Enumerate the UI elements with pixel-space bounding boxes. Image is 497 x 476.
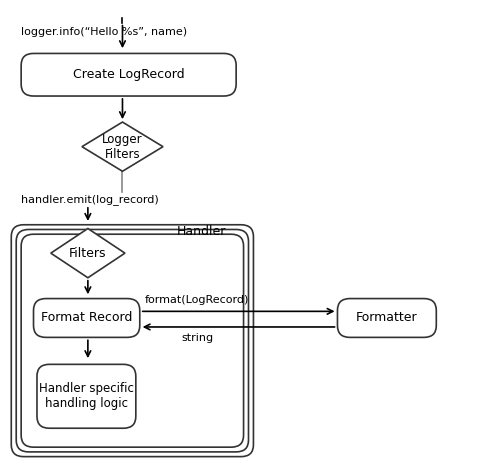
- FancyBboxPatch shape: [21, 53, 236, 96]
- FancyBboxPatch shape: [16, 229, 248, 452]
- Text: Handler specific
handling logic: Handler specific handling logic: [39, 382, 134, 410]
- FancyBboxPatch shape: [337, 298, 436, 337]
- Text: handler.emit(log_record): handler.emit(log_record): [21, 194, 159, 205]
- Text: Handler: Handler: [177, 225, 226, 238]
- Text: Create LogRecord: Create LogRecord: [73, 68, 184, 81]
- FancyBboxPatch shape: [11, 225, 253, 456]
- Text: string: string: [182, 333, 214, 343]
- Text: Format Record: Format Record: [41, 311, 132, 325]
- Polygon shape: [51, 228, 125, 278]
- FancyBboxPatch shape: [33, 298, 140, 337]
- Text: format(LogRecord): format(LogRecord): [145, 295, 249, 305]
- Text: Formatter: Formatter: [356, 311, 417, 325]
- Polygon shape: [82, 122, 163, 171]
- Text: Logger
Filters: Logger Filters: [102, 133, 143, 161]
- FancyBboxPatch shape: [37, 364, 136, 428]
- FancyBboxPatch shape: [21, 234, 244, 447]
- Text: Filters: Filters: [69, 247, 107, 259]
- Text: logger.info(“Hello %s”, name): logger.info(“Hello %s”, name): [21, 27, 187, 37]
